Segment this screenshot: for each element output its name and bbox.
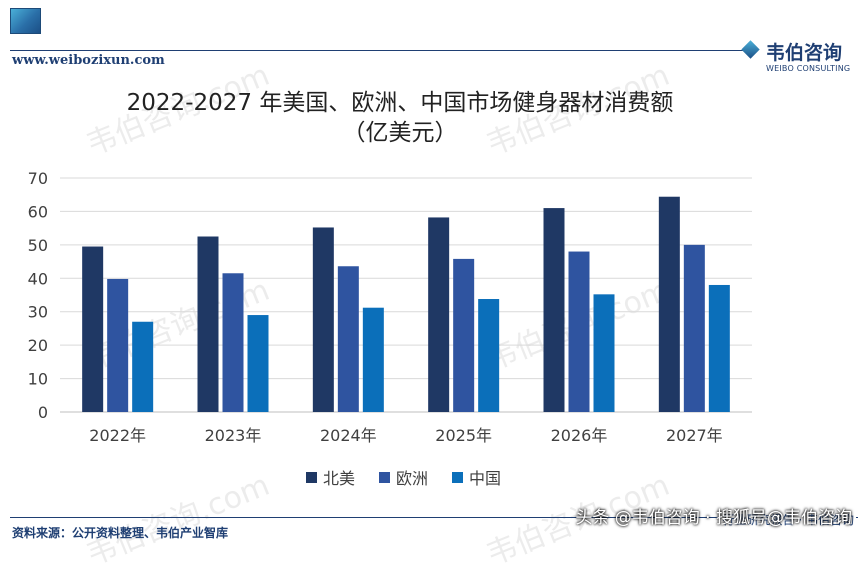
bar [543,208,565,412]
brand-subtitle: WEIBO CONSULTING [766,64,851,73]
bar [197,236,219,412]
brand-name: 韦伯咨询 [766,42,843,64]
bar [593,294,615,412]
platform-overlay-tag: 头条 @韦伯咨询 · 搜狐号@韦伯咨询 [575,508,852,528]
x-tick-label: 2025年 [435,426,492,445]
y-tick-label: 30 [28,303,48,322]
y-tick-label: 0 [38,403,48,422]
x-tick-label: 2023年 [205,426,262,445]
header-divider [10,50,748,51]
bar [683,244,705,412]
y-tick-label: 50 [28,236,48,255]
legend-swatch [379,472,390,483]
legend-label: 欧洲 [396,469,428,488]
bar [428,217,450,412]
bar [132,321,154,412]
bar-chart: 0 10 20 30 40 50 60 70 2022年 2023年 2024年 2025年 2026年… [28,169,752,488]
data-source: 资料来源：公开资料整理、韦伯产业智库 [12,526,229,540]
bar [82,246,104,412]
y-tick-label: 70 [28,169,48,188]
bar [453,258,475,412]
bar [107,278,129,412]
legend-label: 中国 [469,469,501,488]
footer-divider [10,517,858,518]
bar [222,273,244,412]
bar [568,251,590,412]
site-url: www.weibozixun.com [12,53,165,68]
x-tick-label: 2026年 [551,426,608,445]
x-tick-label: 2024年 [320,426,377,445]
bar [708,284,730,412]
chart-title: 2022-2027 年美国、欧洲、中国市场健身器材消费额 [126,90,674,116]
legend-swatch [452,472,463,483]
footer-tagline: 行业研究报告 · 韦伯咨询 [720,511,856,528]
bar [362,307,384,412]
chart-title-unit: （亿美元） [342,120,458,146]
bar [478,299,500,412]
bar [247,315,269,412]
y-tick-label: 60 [28,202,48,221]
x-tick-label: 2027年 [666,426,723,445]
brand-logo-square [10,8,41,34]
y-tick-label: 10 [28,370,48,389]
y-tick-label: 40 [28,269,48,288]
y-tick-label: 20 [28,336,48,355]
bar [312,227,334,412]
legend-label: 北美 [323,469,355,488]
bar [658,196,680,412]
legend-swatch [306,472,317,483]
bar [337,266,359,412]
x-tick-label: 2022年 [89,426,146,445]
